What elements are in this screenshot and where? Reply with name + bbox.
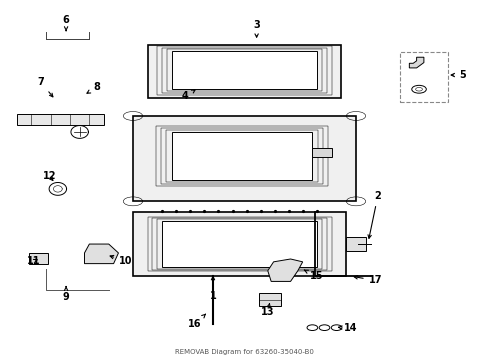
Polygon shape: [133, 116, 355, 201]
Polygon shape: [346, 237, 365, 251]
Text: 13: 13: [261, 303, 274, 317]
Text: 2: 2: [367, 191, 381, 238]
Polygon shape: [17, 114, 103, 125]
Text: 4: 4: [182, 90, 195, 102]
Text: REMOVAB Diagram for 63260-35040-B0: REMOVAB Diagram for 63260-35040-B0: [175, 349, 313, 355]
Polygon shape: [162, 221, 317, 267]
Text: 7: 7: [38, 77, 53, 97]
Text: 3: 3: [253, 20, 260, 37]
Text: 6: 6: [62, 15, 69, 31]
Bar: [399, 52, 447, 102]
Text: 9: 9: [62, 287, 69, 302]
Text: 15: 15: [304, 270, 323, 281]
Text: 17: 17: [353, 275, 382, 285]
Polygon shape: [147, 45, 341, 98]
Text: 11: 11: [27, 256, 41, 266]
Polygon shape: [171, 51, 317, 89]
Text: 12: 12: [43, 171, 56, 181]
Text: 10: 10: [110, 256, 132, 266]
Polygon shape: [133, 212, 346, 276]
Polygon shape: [408, 57, 423, 68]
Text: 8: 8: [87, 82, 100, 93]
Text: 5: 5: [450, 70, 465, 80]
Polygon shape: [259, 293, 280, 306]
Polygon shape: [171, 132, 312, 180]
Polygon shape: [312, 148, 331, 157]
Polygon shape: [84, 244, 118, 264]
Text: 14: 14: [338, 323, 357, 333]
Polygon shape: [267, 259, 302, 282]
Polygon shape: [29, 253, 48, 264]
Text: 1: 1: [209, 276, 216, 301]
Text: 16: 16: [188, 314, 205, 329]
